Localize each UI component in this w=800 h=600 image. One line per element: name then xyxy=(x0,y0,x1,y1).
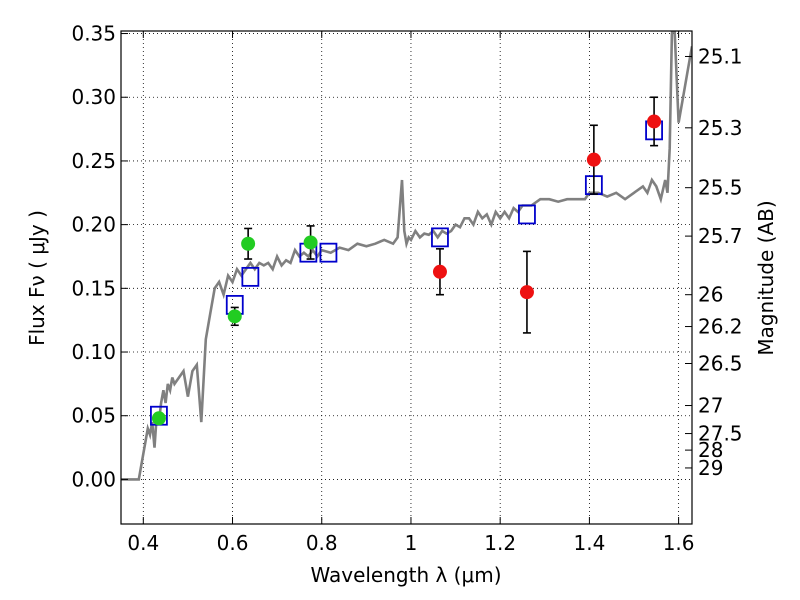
magnitude-tick-label: 26.5 xyxy=(698,351,743,375)
y-tick-label: 0.30 xyxy=(71,85,116,109)
magnitude-tick-label: 25.7 xyxy=(698,224,743,248)
y-tick-label: 0.05 xyxy=(71,404,116,428)
magnitude-tick-label: 27.5 xyxy=(698,422,743,446)
y-tick-label: 0.15 xyxy=(71,276,116,300)
red-data-point xyxy=(519,285,534,300)
x-axis-title: Wavelength λ (μm) xyxy=(310,563,501,587)
y-tick-label: 0.25 xyxy=(71,149,116,173)
red-data-point xyxy=(432,264,447,279)
green-data-point xyxy=(303,235,318,250)
red-data-point xyxy=(647,114,662,129)
model-square xyxy=(319,242,338,263)
x-tick-label: 1.6 xyxy=(663,531,695,555)
magnitude-axis-title: Magnitude (AB) xyxy=(754,200,778,355)
x-tick-label: 1 xyxy=(405,531,418,555)
model-square xyxy=(431,227,449,248)
y-axis: 0.00 0.05 0.10 0.15 0.20 0.25 0.30 0.35 xyxy=(71,22,128,491)
y-tick-label: 0.10 xyxy=(71,340,116,364)
green-data-point xyxy=(227,309,242,324)
magnitude-tick-label: 25.3 xyxy=(698,116,743,140)
x-axis: 0.4 0.6 0.8 1 1.2 1.4 1.6 xyxy=(127,31,695,555)
plot-area xyxy=(121,31,692,481)
model-square xyxy=(518,204,536,225)
x-tick-label: 1.2 xyxy=(484,531,516,555)
y-axis-title: Flux Fν ( μJy ) xyxy=(25,210,49,346)
magnitude-tick-label: 27 xyxy=(698,394,723,418)
magnitude-tick-label: 29 xyxy=(698,456,723,480)
green-data-point xyxy=(241,236,256,251)
red-data-point xyxy=(586,152,601,167)
y-tick-label: 0.00 xyxy=(71,467,116,491)
plot-frame xyxy=(120,30,693,525)
magnitude-tick-label: 28 xyxy=(698,438,723,462)
magnitude-tick-label: 26 xyxy=(698,283,723,307)
model-square xyxy=(241,266,260,287)
y-tick-label: 0.20 xyxy=(71,213,116,237)
green-data-point xyxy=(151,411,166,426)
magnitude-tick-label: 25.1 xyxy=(698,44,743,68)
x-tick-label: 0.6 xyxy=(217,531,249,555)
magnitude-tick-label: 25.5 xyxy=(698,176,743,200)
x-tick-label: 0.4 xyxy=(127,531,159,555)
y-tick-label: 0.35 xyxy=(71,22,116,46)
x-tick-label: 1.4 xyxy=(573,531,605,555)
magnitude-tick-label: 26.2 xyxy=(698,315,743,339)
x-tick-label: 0.8 xyxy=(306,531,338,555)
